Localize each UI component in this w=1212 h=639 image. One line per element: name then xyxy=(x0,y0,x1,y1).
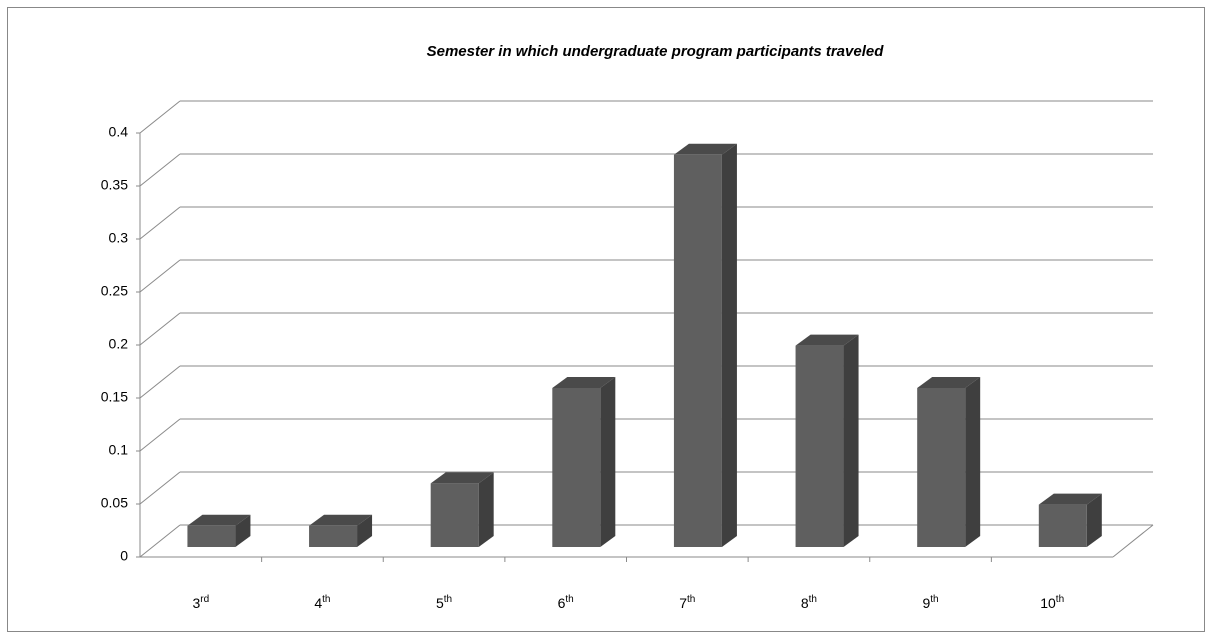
y-tick-label: 0.15 xyxy=(101,389,128,405)
y-tick-label: 0.3 xyxy=(109,230,129,246)
floor-edge xyxy=(1112,524,1154,558)
bar-group xyxy=(795,334,859,547)
bar-group xyxy=(430,472,494,547)
bar xyxy=(552,388,601,547)
x-tick-label: 7th xyxy=(679,594,695,611)
x-tick-label: 3rd xyxy=(192,594,209,611)
y-tick-label: 0.2 xyxy=(109,336,129,352)
bar-top xyxy=(1038,493,1102,505)
x-tick-label: 5th xyxy=(436,594,452,611)
bar-side xyxy=(235,514,251,547)
bar-top xyxy=(795,334,859,346)
bar xyxy=(309,525,358,547)
bar-top xyxy=(187,514,251,526)
bar xyxy=(673,154,722,548)
bar-group xyxy=(187,514,251,547)
bar-side xyxy=(843,334,859,547)
wall-grid-line xyxy=(139,153,181,187)
y-tick-label: 0.05 xyxy=(101,495,128,511)
bar-top xyxy=(917,377,981,388)
wall-grid-line xyxy=(139,471,181,505)
y-tick-label: 0 xyxy=(120,548,128,564)
bar xyxy=(430,483,479,547)
bar xyxy=(795,345,844,547)
bar-side xyxy=(721,143,737,548)
bar-top xyxy=(673,143,737,155)
bar-top xyxy=(430,472,494,484)
bar xyxy=(1038,504,1087,547)
bar-side xyxy=(1086,493,1102,547)
bar-side xyxy=(600,377,616,547)
bar-group xyxy=(552,377,616,547)
y-tick-label: 0.1 xyxy=(109,442,129,458)
wall-grid-line xyxy=(139,100,181,134)
wall-grid-line xyxy=(139,206,181,240)
x-tick-label: 4th xyxy=(314,594,330,611)
bar-group xyxy=(673,143,737,548)
bar-group xyxy=(917,377,981,547)
bar-group xyxy=(309,514,373,547)
wall-grid-line xyxy=(139,524,181,558)
bar-side xyxy=(357,514,373,547)
bar-group xyxy=(1038,493,1102,547)
x-tick-label: 6th xyxy=(558,594,574,611)
wall-grid-line xyxy=(139,418,181,452)
wall-grid-line xyxy=(139,259,181,293)
x-tick-label: 8th xyxy=(801,594,817,611)
x-tick-label: 10th xyxy=(1040,594,1064,611)
bar-side xyxy=(965,377,981,547)
bar-side xyxy=(478,472,494,547)
bar-top xyxy=(552,377,616,388)
y-tick-label: 0.25 xyxy=(101,283,128,299)
wall-grid-line xyxy=(139,312,181,346)
x-tick-label: 9th xyxy=(922,594,938,611)
bar-top xyxy=(309,514,373,526)
bar xyxy=(187,525,236,547)
y-tick-label: 0.35 xyxy=(101,177,128,193)
y-tick-label: 0.4 xyxy=(109,124,129,140)
chart-title: Semester in which undergraduate program … xyxy=(427,43,885,60)
wall-grid-line xyxy=(139,365,181,399)
bar xyxy=(917,388,966,547)
